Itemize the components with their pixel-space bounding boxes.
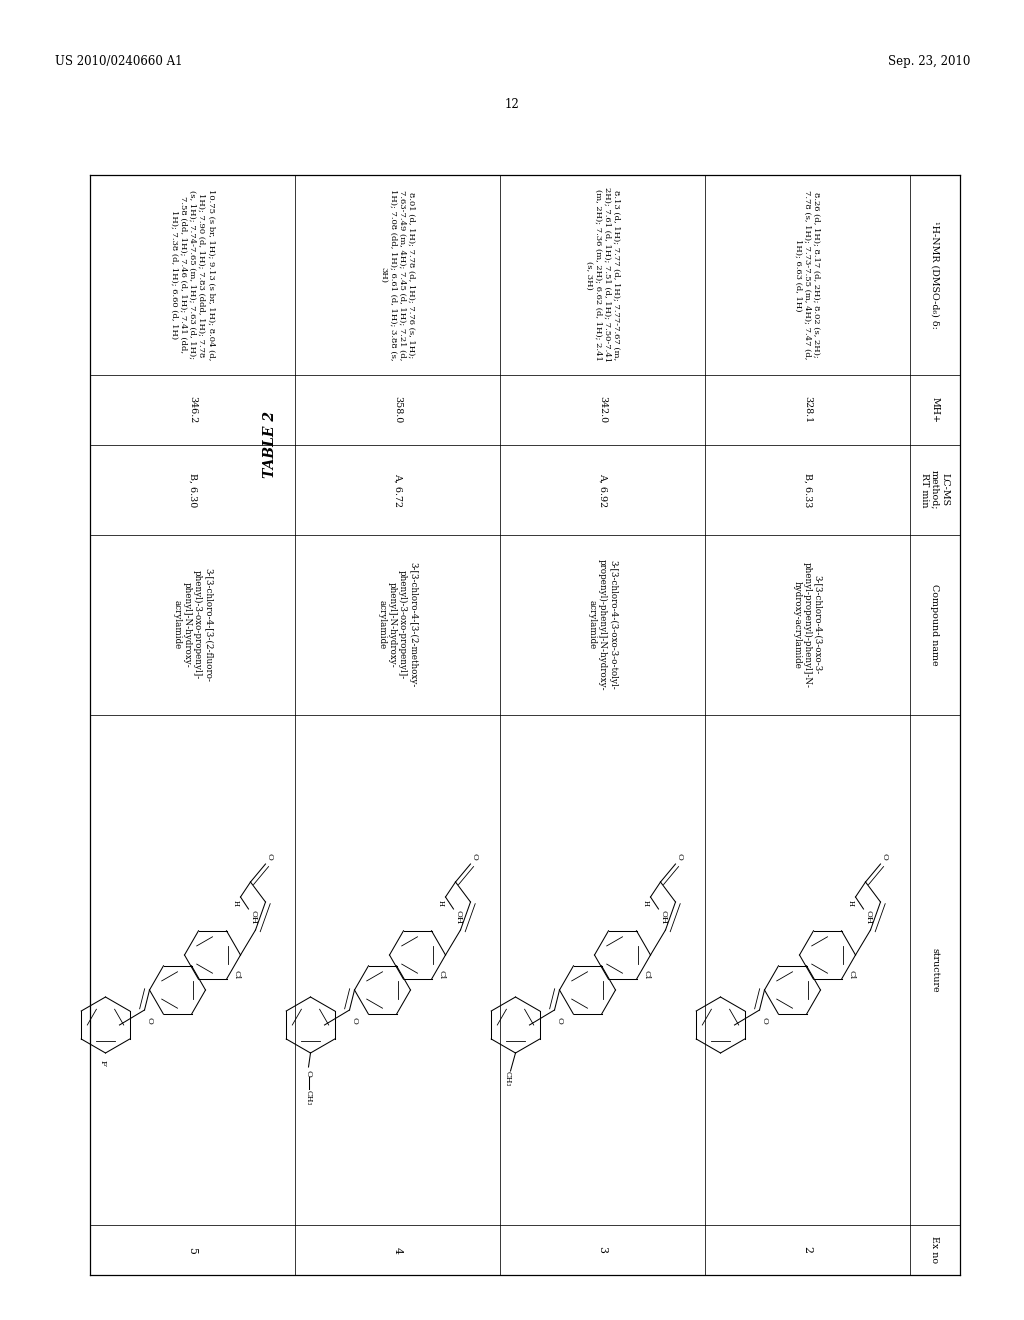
Text: 346.2: 346.2 [188, 396, 197, 424]
Text: US 2010/0240660 A1: US 2010/0240660 A1 [55, 55, 182, 69]
Text: OH: OH [250, 909, 257, 924]
Text: H: H [847, 900, 854, 906]
Text: 8.13 (d, 1H); 7.77 (d, 1H); 7.77-7.67 (m,
2H); 7.61 (d, 1H); 7.51 (d, 1H); 7.50-: 8.13 (d, 1H); 7.77 (d, 1H); 7.77-7.67 (m… [585, 187, 621, 363]
Text: 8.01 (d, 1H); 7.78 (d, 1H); 7.76 (s, 1H);
7.63-7.49 (m, 4H); 7.45 (d, 1H); 7.21 : 8.01 (d, 1H); 7.78 (d, 1H); 7.76 (s, 1H)… [380, 189, 416, 360]
Text: CH₃: CH₃ [304, 1090, 312, 1106]
Text: O: O [350, 1016, 358, 1023]
Text: Cl: Cl [642, 970, 650, 979]
Text: Cl: Cl [437, 970, 445, 979]
Text: A, 6.92: A, 6.92 [598, 473, 607, 507]
Text: 12: 12 [505, 98, 519, 111]
Text: 10.75 (s br, 1H); 9.13 (s br, 1H); 8.04 (d,
1H); 7.90 (d, 1H); 7.83 (ddd, 1H); 7: 10.75 (s br, 1H); 9.13 (s br, 1H); 8.04 … [170, 189, 215, 360]
Text: O: O [676, 853, 683, 859]
Text: 3-[3-chloro-4-(3-oxo-3-
phenyl-propenyl)-phenyl]-N-
hydroxy-acrylamide: 3-[3-chloro-4-(3-oxo-3- phenyl-propenyl)… [793, 562, 822, 688]
Text: 328.1: 328.1 [803, 396, 812, 424]
Text: O: O [555, 1016, 563, 1023]
Text: 8.26 (d, 1H); 8.17 (d, 2H); 8.02 (s, 2H);
7.78 (s, 1H); 7.73-7.55 (m, 4H); 7.47 : 8.26 (d, 1H); 8.17 (d, 2H); 8.02 (s, 2H)… [795, 190, 820, 359]
Text: H: H [231, 900, 240, 906]
Text: Ex no: Ex no [931, 1237, 939, 1263]
Text: MH+: MH+ [931, 397, 939, 422]
Text: Cl: Cl [232, 970, 241, 979]
Text: O: O [470, 853, 478, 859]
Text: 2: 2 [803, 1246, 812, 1254]
Text: O: O [304, 1069, 312, 1076]
Text: Cl: Cl [848, 970, 855, 979]
Text: 342.0: 342.0 [598, 396, 607, 424]
Text: H: H [641, 900, 649, 906]
Text: OH: OH [864, 909, 872, 924]
Text: Sep. 23, 2010: Sep. 23, 2010 [888, 55, 970, 69]
Text: ¹H-NMR (DMSO-d₆) δ:: ¹H-NMR (DMSO-d₆) δ: [931, 220, 939, 329]
Text: O: O [265, 853, 273, 859]
Text: 4: 4 [392, 1246, 402, 1254]
Text: O: O [881, 853, 889, 859]
Text: 5: 5 [187, 1246, 198, 1254]
Text: F: F [98, 1060, 106, 1067]
Text: 358.0: 358.0 [393, 396, 402, 424]
Text: B, 6.30: B, 6.30 [188, 473, 197, 507]
Text: O: O [145, 1016, 154, 1023]
Text: Compound name: Compound name [931, 585, 939, 665]
Text: structure: structure [931, 948, 939, 993]
Text: B, 6.33: B, 6.33 [803, 473, 812, 507]
Text: 3-[3-chloro-4-[3-(2-methoxy-
phenyl)-3-oxo-propenyl]-
phenyl]-N-hydroxy-
acrylam: 3-[3-chloro-4-[3-(2-methoxy- phenyl)-3-o… [377, 562, 418, 688]
Text: 3-[3-chloro-4-(3-oxo-3-o-tolyl-
propenyl)-phenyl]-N-hydroxy-
acrylamide: 3-[3-chloro-4-(3-oxo-3-o-tolyl- propenyl… [588, 560, 617, 690]
Text: 3-[3-chloro-4-[3-(2-fluoro-
phenyl)-3-oxo-propenyl]-
phenyl]-N-hydroxy-
acrylami: 3-[3-chloro-4-[3-(2-fluoro- phenyl)-3-ox… [172, 568, 213, 682]
Text: A, 6.72: A, 6.72 [393, 473, 402, 507]
Text: OH: OH [659, 909, 668, 924]
Text: CH₃: CH₃ [504, 1072, 512, 1086]
Text: OH: OH [455, 909, 463, 924]
Text: H: H [436, 900, 444, 906]
Text: TABLE 2: TABLE 2 [263, 412, 278, 479]
Text: LC-MS
method;
RT min: LC-MS method; RT min [921, 470, 950, 510]
Text: O: O [761, 1016, 768, 1023]
Text: 3: 3 [597, 1246, 607, 1254]
